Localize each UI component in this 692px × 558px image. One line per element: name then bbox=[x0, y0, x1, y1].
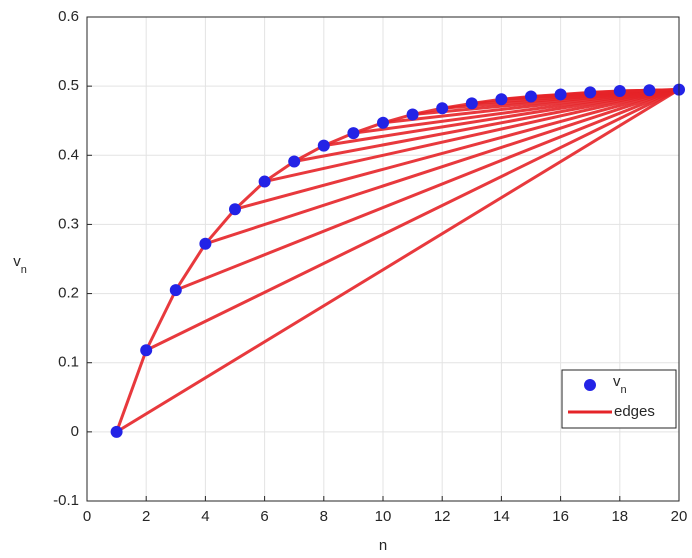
x-tick-label: 16 bbox=[552, 508, 569, 525]
y-tick-label: -0.1 bbox=[53, 492, 79, 509]
x-tick-label: 0 bbox=[83, 508, 91, 525]
edge bbox=[145, 88, 680, 352]
point bbox=[288, 155, 301, 168]
legend: vn edges bbox=[561, 369, 677, 429]
plot-frame bbox=[86, 16, 680, 502]
point bbox=[317, 139, 330, 152]
edge bbox=[174, 242, 207, 291]
y-tick-label: 0.4 bbox=[58, 146, 79, 163]
x-tick-label: 14 bbox=[493, 508, 510, 525]
point bbox=[643, 84, 656, 97]
point bbox=[554, 88, 567, 101]
y-tick-label: 0.5 bbox=[58, 77, 79, 94]
point bbox=[584, 86, 597, 99]
edge bbox=[204, 88, 680, 246]
y-axis-label-main: v bbox=[13, 253, 21, 270]
legend-label-sub: n bbox=[621, 384, 627, 396]
y-tick-label: 0 bbox=[71, 423, 79, 440]
edge bbox=[175, 88, 680, 292]
point bbox=[169, 284, 182, 297]
y-tick-label: 0.6 bbox=[58, 8, 79, 25]
point bbox=[465, 97, 478, 110]
point bbox=[347, 127, 360, 140]
x-tick-label: 20 bbox=[671, 508, 688, 525]
edge bbox=[115, 349, 148, 433]
point bbox=[229, 203, 241, 216]
y-axis-label-sub: n bbox=[21, 264, 27, 276]
x-tick-label: 18 bbox=[611, 508, 628, 525]
y-tick-label: 0.1 bbox=[58, 354, 79, 371]
edge bbox=[144, 289, 178, 351]
edge bbox=[264, 88, 680, 184]
point bbox=[199, 237, 212, 250]
y-axis-label: vn bbox=[13, 253, 27, 276]
x-tick-label: 8 bbox=[320, 508, 328, 525]
y-tick-label: 0.2 bbox=[58, 285, 79, 302]
edge bbox=[233, 180, 266, 211]
y-tick-label: 0.3 bbox=[58, 215, 79, 232]
point bbox=[110, 425, 123, 438]
legend-box bbox=[561, 369, 677, 429]
edge bbox=[204, 208, 237, 245]
point bbox=[525, 90, 537, 103]
edge bbox=[234, 88, 680, 211]
point bbox=[377, 116, 389, 129]
point bbox=[406, 108, 419, 121]
x-tick-label: 4 bbox=[201, 508, 209, 525]
point bbox=[613, 84, 626, 97]
legend-marker bbox=[584, 379, 596, 391]
legend-label: edges bbox=[614, 403, 655, 420]
legend-label: vn bbox=[613, 373, 627, 396]
edge bbox=[293, 88, 680, 163]
edge bbox=[115, 88, 680, 434]
point bbox=[436, 102, 449, 115]
x-tick-label: 6 bbox=[260, 508, 268, 525]
point bbox=[258, 175, 271, 188]
x-tick-label: 10 bbox=[375, 508, 392, 525]
x-axis-label: n bbox=[379, 537, 387, 554]
point bbox=[495, 93, 508, 106]
x-tick-label: 12 bbox=[434, 508, 451, 525]
x-tick-label: 2 bbox=[142, 508, 150, 525]
legend-label-main: v bbox=[613, 373, 621, 390]
point bbox=[140, 344, 153, 357]
